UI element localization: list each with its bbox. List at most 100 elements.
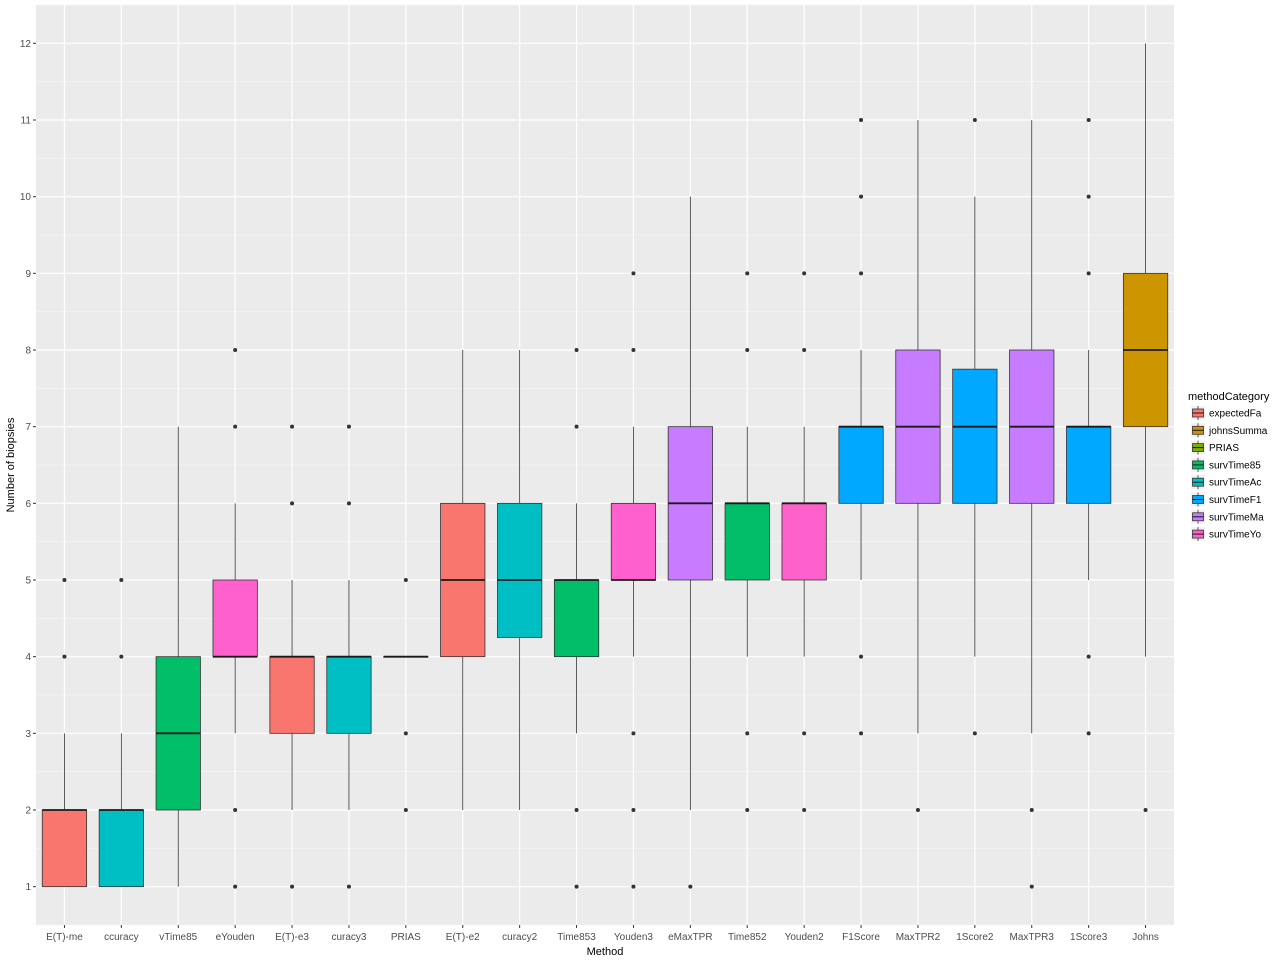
y-tick-label: 2 (25, 806, 31, 817)
outlier-point (859, 271, 864, 276)
outlier-point (859, 194, 864, 199)
box-e-t-e3 (269, 424, 315, 889)
box-body (41, 809, 88, 888)
outlier-point (972, 118, 977, 122)
box-body (724, 502, 770, 581)
outlier-point (1143, 808, 1148, 812)
outlier-point (631, 808, 636, 812)
outlier-point (574, 424, 579, 429)
box-body (952, 368, 998, 504)
x-tick-label: MaxTPR3 (1010, 932, 1055, 943)
outlier-point (403, 731, 408, 736)
legend-label: survTimeMa (1209, 512, 1264, 523)
x-tick-label: ccuracy (104, 932, 138, 943)
outlier-point (802, 271, 807, 276)
box-e-t-e2 (440, 350, 486, 810)
legend-label: survTime85 (1209, 460, 1261, 471)
x-tick-label: Time853 (557, 932, 596, 943)
box-maxtpr3 (1009, 120, 1055, 889)
legend-item: PRIAS (1191, 440, 1239, 455)
box-maxtpr2 (895, 120, 941, 812)
outlier-point (574, 884, 579, 889)
box-body (610, 502, 657, 581)
legend-item: survTimeYo (1191, 527, 1261, 542)
x-tick-label: E(T)-me (46, 932, 83, 943)
outlier-point (631, 884, 636, 889)
y-tick-label: 4 (25, 652, 31, 663)
box-body (326, 656, 372, 734)
box-time853 (553, 348, 600, 889)
x-axis: E(T)-me ccuracy vTime85 eYouden E(T)-e3 curac… (46, 925, 1159, 943)
box-eyouden (212, 348, 258, 889)
outlier-point (346, 424, 351, 429)
box-youden2 (781, 271, 827, 812)
legend: methodCategory expectedFa johnsSumma PRIAS… (1188, 391, 1270, 542)
y-tick-label: 1 (25, 882, 31, 893)
outlier-point (346, 501, 351, 506)
box-ccuracy (98, 578, 144, 888)
box-emaxtpr (667, 196, 713, 889)
box-e-t-me (41, 578, 88, 888)
box-body (212, 579, 258, 658)
y-tick-label: 10 (20, 192, 32, 203)
x-tick-label: 1Score3 (1070, 932, 1108, 943)
legend-item: expectedFa (1191, 406, 1262, 420)
legend-label: PRIAS (1209, 443, 1239, 454)
y-tick-label: 8 (25, 346, 31, 357)
x-tick-label: E(T)-e2 (446, 932, 480, 943)
x-tick-label: Johns (1132, 932, 1159, 943)
y-tick-label: 9 (25, 269, 31, 280)
box-body (838, 426, 884, 504)
x-tick-label: Time852 (728, 932, 767, 943)
box-johns (1122, 43, 1169, 812)
x-tick-label: vTime85 (159, 932, 197, 943)
outlier-point (403, 578, 408, 582)
box-vtime85 (155, 426, 201, 887)
outlier-point (62, 654, 67, 659)
box-body (1066, 426, 1112, 504)
legend-label: survTimeF1 (1209, 495, 1262, 506)
box-f1score (838, 118, 884, 736)
outlier-point (631, 271, 636, 276)
outlier-point (859, 654, 864, 659)
legend-label: survTimeAc (1209, 478, 1261, 489)
outlier-point (574, 808, 579, 812)
outlier-point (119, 578, 124, 582)
outlier-point (802, 348, 807, 352)
outlier-point (1086, 118, 1091, 122)
box-1score3 (1066, 118, 1112, 736)
y-tick-label: 7 (25, 422, 31, 433)
legend-label: survTimeYo (1209, 530, 1261, 541)
x-axis-title: Method (587, 946, 624, 958)
outlier-point (290, 424, 295, 429)
box-body (553, 579, 600, 658)
outlier-point (574, 348, 579, 352)
y-tick-label: 5 (25, 576, 31, 587)
legend-label: expectedFa (1209, 409, 1262, 420)
box-1score2 (952, 118, 998, 736)
boxes-layer (41, 43, 1169, 889)
y-tick-label: 11 (21, 116, 32, 127)
box-curacy3 (326, 424, 372, 889)
legend-item: johnsSumma (1191, 423, 1268, 438)
x-tick-label: MaxTPR2 (896, 932, 941, 943)
outlier-point (403, 808, 408, 812)
x-tick-label: E(T)-e3 (275, 932, 309, 943)
x-tick-label: PRIAS (391, 932, 421, 943)
outlier-point (859, 118, 864, 122)
box-prias (383, 578, 429, 812)
legend-item: survTimeF1 (1191, 492, 1262, 507)
outlier-point (745, 348, 750, 352)
box-curacy2 (497, 350, 543, 810)
legend-label: johnsSumma (1208, 426, 1268, 437)
outlier-point (62, 578, 67, 582)
x-tick-label: eYouden (216, 932, 255, 943)
outlier-point (972, 731, 977, 736)
outlier-point (1086, 654, 1091, 659)
outlier-point (802, 808, 807, 812)
outlier-point (802, 731, 807, 736)
outlier-point (233, 424, 238, 429)
box-time852 (724, 271, 770, 812)
